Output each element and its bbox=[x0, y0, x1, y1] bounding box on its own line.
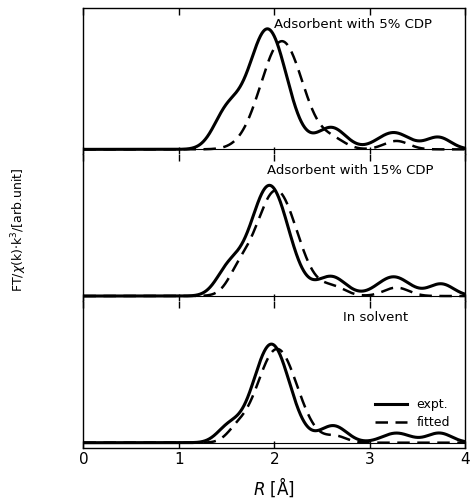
fitted bbox=[450, 146, 456, 152]
expt. bbox=[80, 293, 86, 299]
expt. bbox=[450, 141, 456, 147]
expt. bbox=[380, 433, 386, 439]
fitted bbox=[80, 146, 86, 152]
expt. bbox=[256, 362, 261, 368]
Text: In solvent: In solvent bbox=[342, 311, 407, 324]
expt. bbox=[461, 145, 467, 151]
Line: expt.: expt. bbox=[83, 186, 464, 296]
expt. bbox=[100, 440, 106, 446]
expt. bbox=[450, 286, 456, 292]
fitted bbox=[278, 38, 284, 44]
Line: expt.: expt. bbox=[83, 29, 464, 150]
expt. bbox=[80, 440, 86, 446]
expt. bbox=[266, 182, 271, 188]
fitted bbox=[450, 293, 456, 299]
expt. bbox=[266, 342, 271, 348]
expt. bbox=[461, 291, 467, 297]
expt. bbox=[461, 438, 467, 444]
expt. bbox=[264, 26, 269, 32]
fitted bbox=[266, 354, 271, 360]
Text: FT/$\chi$(k)$\cdot$k$^3$/[arb.unit]: FT/$\chi$(k)$\cdot$k$^3$/[arb.unit] bbox=[9, 168, 29, 292]
expt. bbox=[450, 435, 456, 441]
fitted bbox=[274, 346, 279, 352]
fitted bbox=[380, 141, 386, 147]
fitted bbox=[100, 146, 106, 152]
Legend: expt., fitted: expt., fitted bbox=[369, 393, 454, 434]
fitted bbox=[273, 187, 278, 193]
expt. bbox=[266, 182, 272, 188]
fitted bbox=[80, 440, 86, 446]
fitted bbox=[380, 440, 386, 446]
fitted bbox=[100, 293, 106, 299]
fitted bbox=[380, 288, 386, 294]
Line: fitted: fitted bbox=[83, 41, 464, 150]
fitted bbox=[461, 146, 467, 152]
expt. bbox=[100, 293, 106, 299]
expt. bbox=[380, 276, 386, 282]
fitted bbox=[256, 216, 261, 222]
expt. bbox=[256, 197, 261, 203]
expt. bbox=[268, 341, 274, 347]
fitted bbox=[80, 293, 86, 299]
expt. bbox=[80, 146, 86, 152]
Line: expt.: expt. bbox=[83, 344, 464, 442]
fitted bbox=[266, 193, 271, 199]
expt. bbox=[256, 36, 261, 42]
expt. bbox=[266, 26, 271, 32]
Text: Adsorbent with 5% CDP: Adsorbent with 5% CDP bbox=[274, 18, 431, 31]
expt. bbox=[450, 286, 456, 292]
expt. bbox=[450, 435, 456, 441]
fitted bbox=[266, 56, 271, 62]
fitted bbox=[461, 293, 467, 299]
expt. bbox=[450, 141, 456, 147]
fitted bbox=[450, 293, 456, 299]
Line: fitted: fitted bbox=[83, 190, 464, 296]
Text: Adsorbent with 15% CDP: Adsorbent with 15% CDP bbox=[266, 164, 432, 177]
expt. bbox=[380, 132, 386, 138]
fitted bbox=[100, 440, 106, 446]
fitted bbox=[450, 440, 456, 446]
fitted bbox=[450, 146, 456, 152]
fitted bbox=[450, 440, 456, 446]
fitted bbox=[256, 377, 261, 383]
fitted bbox=[461, 440, 467, 446]
fitted bbox=[256, 87, 261, 93]
Line: fitted: fitted bbox=[83, 349, 464, 442]
Text: $R$ [Å]: $R$ [Å] bbox=[253, 476, 295, 500]
expt. bbox=[100, 146, 106, 152]
